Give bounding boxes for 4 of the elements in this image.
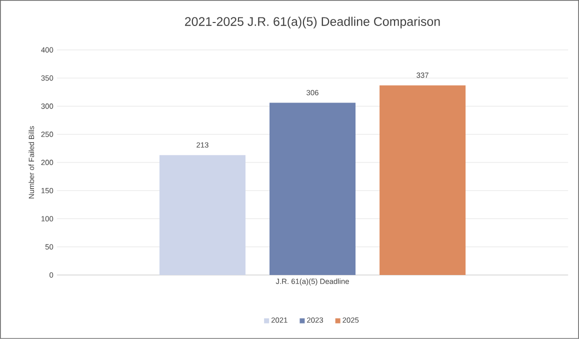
chart-title: 2021-2025 J.R. 61(a)(5) Deadline Comparison: [185, 16, 440, 28]
bar: [269, 102, 356, 276]
bar: [380, 85, 466, 276]
bar: [159, 155, 246, 276]
